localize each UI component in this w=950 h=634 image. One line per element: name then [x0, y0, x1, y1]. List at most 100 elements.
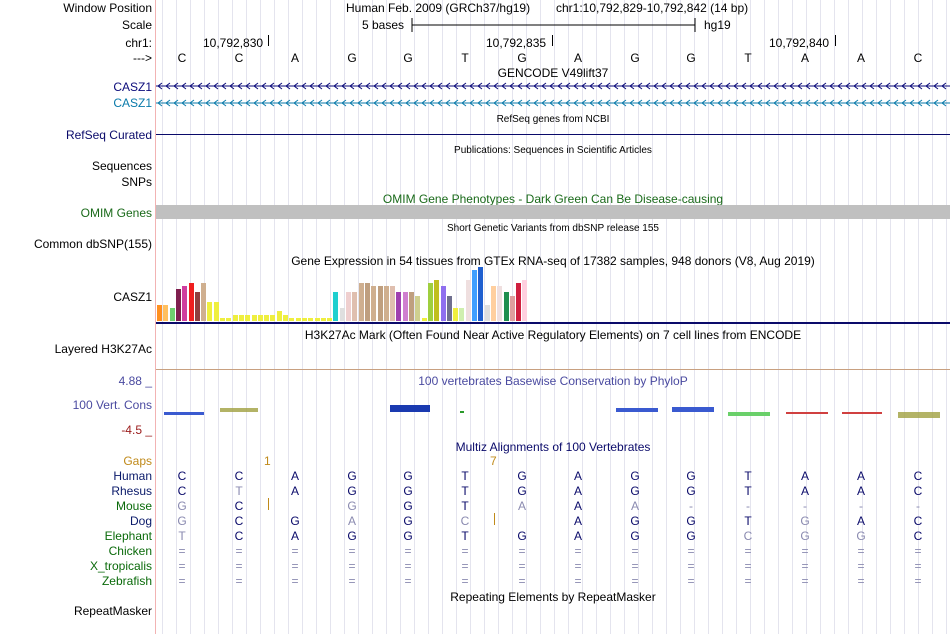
gtex-tissue-bar[interactable] — [478, 267, 484, 321]
gtex-tissue-bar[interactable] — [194, 292, 200, 321]
gtex-tissue-bar[interactable] — [220, 318, 225, 321]
omim-label[interactable]: OMIM Genes — [80, 206, 152, 220]
h3k27ac-label[interactable]: Layered H3K27Ac — [54, 342, 152, 356]
refseq-label[interactable]: RefSeq Curated — [65, 128, 152, 142]
species-label[interactable]: Zebrafish — [101, 574, 152, 588]
gtex-tissue-bar[interactable] — [409, 292, 414, 321]
gtex-tissue-bar[interactable] — [264, 315, 270, 321]
gtex-tissue-bar[interactable] — [320, 318, 326, 321]
dbsnp-track-title[interactable]: Short Genetic Variants from dbSNP releas… — [447, 223, 659, 234]
reference-base: G — [347, 51, 357, 65]
gtex-tissue-bar[interactable] — [390, 286, 396, 321]
coord-tick — [552, 35, 553, 46]
gtex-tissue-bar[interactable] — [226, 318, 232, 321]
gtex-tissue-bar[interactable] — [402, 292, 408, 321]
gene-model-casz1-teal[interactable] — [156, 99, 950, 107]
gtex-tissue-bar[interactable] — [352, 292, 358, 321]
gtex-tissue-bar[interactable] — [509, 296, 515, 321]
h3k27ac-track-title[interactable]: H3K27Ac Mark (Often Found Near Active Re… — [304, 328, 802, 342]
gtex-tissue-bar[interactable] — [308, 318, 314, 321]
snps-label[interactable]: SNPs — [121, 175, 152, 189]
gtex-tissue-bar[interactable] — [427, 283, 433, 321]
gtex-tissue-bar[interactable] — [157, 305, 162, 321]
gtex-tissue-bar[interactable] — [201, 283, 207, 321]
phylop-track-title[interactable]: 100 vertebrates Basewise Conservation by… — [418, 374, 688, 388]
gtex-tissue-bar[interactable] — [415, 296, 421, 321]
gtex-tissue-bar[interactable] — [339, 308, 345, 321]
species-label[interactable]: Rhesus — [111, 484, 152, 498]
gtex-tissue-bar[interactable] — [257, 315, 263, 321]
gap-count[interactable]: 7 — [490, 454, 497, 468]
gtex-gene-label[interactable]: CASZ1 — [113, 290, 152, 304]
gtex-tissue-bar[interactable] — [232, 315, 238, 321]
gtex-tissue-bar[interactable] — [270, 315, 276, 321]
gtex-tissue-bar[interactable] — [396, 292, 402, 321]
repeatmasker-label[interactable]: RepeatMasker — [73, 604, 152, 618]
gtex-tissue-bar[interactable] — [213, 302, 219, 321]
gtex-tissue-bar[interactable] — [434, 280, 440, 321]
refseq-gene-line[interactable] — [156, 134, 950, 135]
gtex-tissue-bar[interactable] — [497, 286, 503, 321]
omim-gene-bar[interactable] — [156, 205, 950, 219]
gtex-tissue-bar[interactable] — [484, 305, 490, 321]
repeatmasker-track-title[interactable]: Repeating Elements by RepeatMasker — [450, 590, 656, 604]
species-label[interactable]: Mouse — [115, 499, 152, 513]
gtex-tissue-bar[interactable] — [371, 286, 377, 321]
gtex-tissue-bar[interactable] — [377, 286, 383, 321]
gene-label-casz1-alt[interactable]: CASZ1 — [113, 96, 152, 110]
gtex-tissue-bar[interactable] — [364, 283, 370, 321]
gtex-tissue-bar[interactable] — [516, 283, 522, 321]
gtex-tissue-bar[interactable] — [276, 311, 282, 321]
gtex-tissue-bar[interactable] — [314, 318, 320, 321]
gtex-tissue-bar[interactable] — [188, 283, 194, 321]
gtex-tissue-bar[interactable] — [503, 292, 509, 321]
gtex-tissue-bar[interactable] — [238, 315, 244, 321]
gaps-label[interactable]: Gaps — [123, 454, 152, 468]
gtex-tissue-bar[interactable] — [283, 315, 288, 321]
gtex-tissue-bar[interactable] — [490, 286, 496, 321]
gtex-track-title[interactable]: Gene Expression in 54 tissues from GTEx … — [291, 254, 815, 268]
phylop-wiggle[interactable] — [156, 400, 950, 422]
species-label[interactable]: X_tropicalis — [89, 559, 152, 573]
omim-track-title[interactable]: OMIM Gene Phenotypes - Dark Green Can Be… — [382, 192, 724, 206]
species-label[interactable]: Chicken — [108, 544, 152, 558]
gtex-tissue-bar[interactable] — [301, 318, 307, 321]
gene-model-casz1-dark[interactable] — [156, 82, 950, 90]
gtex-tissue-bar[interactable] — [358, 283, 364, 321]
gtex-tissue-bar[interactable] — [528, 308, 534, 321]
gtex-tissue-bar[interactable] — [251, 315, 257, 321]
gtex-tissue-bar[interactable] — [383, 286, 389, 321]
gtex-tissue-bar[interactable] — [333, 292, 339, 321]
gtex-tissue-bar[interactable] — [440, 286, 446, 321]
gencode-track-title[interactable]: GENCODE V49lift37 — [497, 66, 609, 80]
species-label[interactable]: Human — [113, 469, 152, 483]
gtex-tissue-bar[interactable] — [453, 308, 459, 321]
cons-track-label[interactable]: 100 Vert. Cons — [72, 398, 152, 412]
refseq-track-title[interactable]: RefSeq genes from NCBI — [496, 114, 610, 125]
gtex-tissue-bar[interactable] — [175, 289, 181, 321]
gtex-tissue-bar[interactable] — [472, 270, 477, 321]
gtex-tissue-bar[interactable] — [245, 315, 251, 321]
species-label[interactable]: Dog — [129, 514, 152, 528]
multiz-track-title[interactable]: Multiz Alignments of 100 Vertebrates — [455, 440, 651, 454]
publications-track-title[interactable]: Publications: Sequences in Scientific Ar… — [454, 145, 652, 156]
gtex-tissue-bar[interactable] — [289, 318, 295, 321]
gtex-tissue-bar[interactable] — [522, 280, 528, 321]
dbsnp-label[interactable]: Common dbSNP(155) — [33, 237, 152, 251]
gap-count[interactable]: 1 — [264, 454, 271, 468]
gtex-tissue-bar[interactable] — [446, 296, 452, 321]
gene-label-casz1[interactable]: CASZ1 — [113, 80, 152, 94]
position-text[interactable]: chr1:10,792,829-10,792,842 (14 bp) — [556, 1, 749, 15]
gtex-tissue-bar[interactable] — [207, 302, 213, 321]
gtex-tissue-bar[interactable] — [327, 318, 333, 321]
gtex-tissue-bar[interactable] — [182, 286, 188, 321]
gtex-tissue-bar[interactable] — [169, 308, 175, 321]
gtex-tissue-bar[interactable] — [295, 318, 301, 321]
gtex-tissue-bar[interactable] — [421, 318, 427, 321]
gtex-tissue-bar[interactable] — [163, 305, 169, 321]
gtex-tissue-bar[interactable] — [459, 308, 465, 321]
gtex-tissue-bar[interactable] — [346, 292, 351, 321]
species-label[interactable]: Elephant — [104, 529, 152, 543]
sequences-label[interactable]: Sequences — [91, 159, 152, 173]
gtex-tissue-bar[interactable] — [465, 280, 471, 321]
